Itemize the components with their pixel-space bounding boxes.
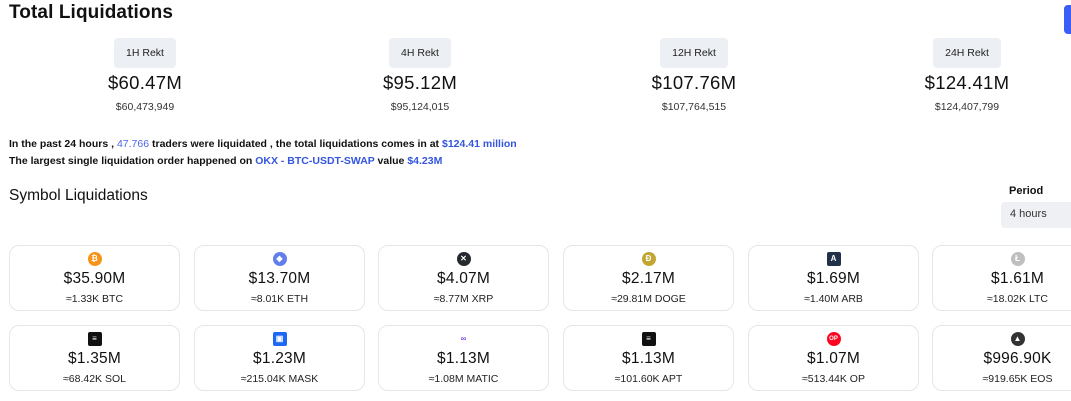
- symbol-card-apt[interactable]: ≡ $1.13M ≈101.60K APT: [563, 325, 734, 391]
- apt-icon: ≡: [641, 332, 656, 346]
- period-select[interactable]: 4 hours: [1001, 202, 1071, 228]
- eos-icon: ▲: [1010, 332, 1025, 346]
- largest-order-link[interactable]: OKX - BTC-USDT-SWAP: [255, 155, 375, 167]
- ltc-icon: Ł: [1010, 252, 1025, 266]
- liquidation-quantity: ≈1.08M MATIC: [428, 373, 499, 385]
- liquidation-quantity: ≈68.42K SOL: [63, 373, 126, 385]
- liquidation-amount: $1.35M: [68, 350, 121, 367]
- stat-label[interactable]: 4H Rekt: [389, 38, 451, 68]
- summary-text: traders were liquidated , the total liqu…: [152, 138, 440, 150]
- summary-text: The largest single liquidation order hap…: [9, 155, 253, 167]
- summary-text: In the past 24 hours ,: [9, 138, 115, 150]
- liquidation-amount: $1.07M: [807, 350, 860, 367]
- liquidation-quantity: ≈513.44K OP: [802, 373, 865, 385]
- liquidation-amount: $4.07M: [437, 270, 490, 287]
- rekt-stats: 1H Rekt $60.47M $60,473,949 4H Rekt $95.…: [0, 38, 1071, 118]
- liquidation-quantity: ≈8.77M XRP: [433, 293, 494, 305]
- mask-icon: ▣: [272, 332, 287, 346]
- liquidation-amount: $13.70M: [248, 270, 311, 287]
- summary-text: value: [377, 155, 405, 167]
- period-label: Period: [1009, 185, 1044, 197]
- liquidation-quantity: ≈919.65K EOS: [982, 373, 1053, 385]
- liquidation-quantity: ≈29.81M DOGE: [611, 293, 686, 305]
- symbol-card-doge[interactable]: Đ $2.17M ≈29.81M DOGE: [563, 245, 734, 311]
- stat-exact: $107,764,515: [661, 101, 727, 113]
- liquidation-amount: $1.61M: [991, 270, 1044, 287]
- stat-value: $107.76M: [651, 72, 737, 93]
- stat-value: $60.47M: [107, 72, 183, 93]
- liquidation-amount: $35.90M: [63, 270, 126, 287]
- liquidation-quantity: ≈215.04K MASK: [240, 373, 319, 385]
- liquidation-quantity: ≈101.60K APT: [614, 373, 683, 385]
- stat-exact: $95,124,015: [390, 101, 450, 113]
- liquidation-quantity: ≈1.40M ARB: [804, 293, 863, 305]
- symbol-card-mask[interactable]: ▣ $1.23M ≈215.04K MASK: [194, 325, 365, 391]
- symbol-card-xrp[interactable]: ✕ $4.07M ≈8.77M XRP: [378, 245, 549, 311]
- page-title: Total Liquidations: [9, 2, 173, 23]
- liquidation-quantity: ≈8.01K ETH: [250, 293, 309, 305]
- stat-exact: $124,407,799: [934, 101, 1000, 113]
- symbol-card-matic[interactable]: ∞ $1.13M ≈1.08M MATIC: [378, 325, 549, 391]
- doge-icon: Đ: [641, 252, 656, 266]
- symbol-card-op[interactable]: OP $1.07M ≈513.44K OP: [748, 325, 919, 391]
- summary-line-1: In the past 24 hours , 47.766 traders we…: [9, 136, 517, 153]
- liquidation-amount: $1.13M: [437, 350, 490, 367]
- stat-1h: 1H Rekt $60.47M $60,473,949: [45, 38, 245, 113]
- arb-icon: A: [826, 252, 841, 266]
- symbol-card-eth[interactable]: ◆ $13.70M ≈8.01K ETH: [194, 245, 365, 311]
- stat-value: $124.41M: [924, 72, 1010, 93]
- liquidation-amount: $2.17M: [622, 270, 675, 287]
- liquidation-amount: $1.13M: [622, 350, 675, 367]
- eth-icon: ◆: [272, 252, 287, 266]
- stat-value: $95.12M: [382, 72, 458, 93]
- liquidation-amount: $1.69M: [807, 270, 860, 287]
- stat-24h: 24H Rekt $124.41M $124,407,799: [867, 38, 1067, 113]
- liquidation-quantity: ≈1.33K BTC: [65, 293, 124, 305]
- stat-label[interactable]: 1H Rekt: [114, 38, 176, 68]
- stat-exact: $60,473,949: [115, 101, 175, 113]
- summary-line-2: The largest single liquidation order hap…: [9, 153, 517, 170]
- stat-12h: 12H Rekt $107.76M $107,764,515: [594, 38, 794, 113]
- symbol-card-ltc[interactable]: Ł $1.61M ≈18.02K LTC: [932, 245, 1071, 311]
- stat-4h: 4H Rekt $95.12M $95,124,015: [320, 38, 520, 113]
- stat-label[interactable]: 12H Rekt: [660, 38, 728, 68]
- stat-label[interactable]: 24H Rekt: [933, 38, 1001, 68]
- symbol-card-btc[interactable]: ₿ $35.90M ≈1.33K BTC: [9, 245, 180, 311]
- section-title: Symbol Liquidations: [9, 187, 148, 204]
- largest-order-value: $4.23M: [407, 155, 443, 167]
- liquidation-summary: In the past 24 hours , 47.766 traders we…: [9, 136, 517, 170]
- xrp-icon: ✕: [456, 252, 471, 266]
- liquidation-amount: $1.23M: [253, 350, 306, 367]
- traders-count: 47.766: [116, 138, 150, 150]
- symbol-card-arb[interactable]: A $1.69M ≈1.40M ARB: [748, 245, 919, 311]
- symbol-card-eos[interactable]: ▲ $996.90K ≈919.65K EOS: [932, 325, 1071, 391]
- matic-icon: ∞: [456, 332, 471, 346]
- liquidation-quantity: ≈18.02K LTC: [986, 293, 1049, 305]
- liquidation-amount: $996.90K: [983, 350, 1052, 367]
- symbol-card-sol[interactable]: ≡ $1.35M ≈68.42K SOL: [9, 325, 180, 391]
- btc-icon: ₿: [87, 252, 102, 266]
- total-amount: $124.41 million: [441, 138, 517, 150]
- corner-button[interactable]: [1064, 5, 1071, 34]
- sol-icon: ≡: [87, 332, 102, 346]
- op-icon: OP: [826, 332, 841, 346]
